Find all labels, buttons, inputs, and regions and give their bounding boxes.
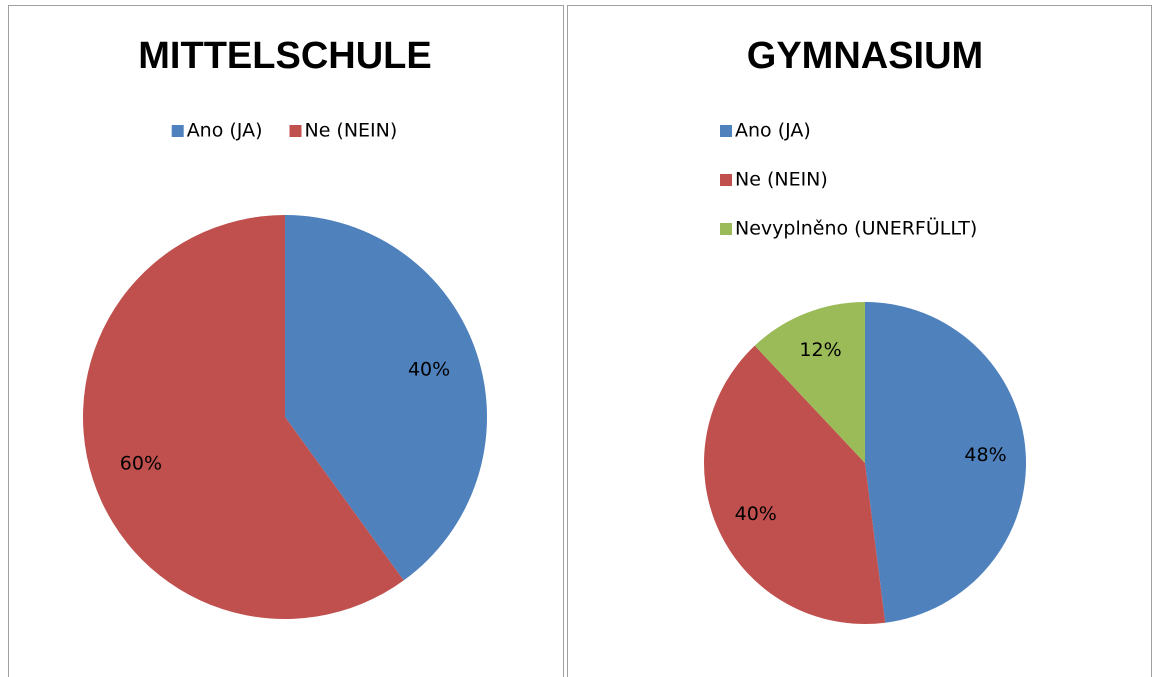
data-label: 12% <box>799 339 841 361</box>
pie-slice <box>704 345 886 624</box>
right-panel-border <box>567 5 1152 677</box>
legend-label: Ne (NEIN) <box>735 169 828 191</box>
legend-swatch <box>720 125 732 137</box>
chart-title: MITTELSCHULE <box>138 35 431 77</box>
data-label: 60% <box>120 452 162 474</box>
legend-swatch <box>171 125 184 137</box>
data-label: 40% <box>735 503 777 525</box>
panel-borders <box>8 5 1152 677</box>
left-panel-border <box>8 5 564 677</box>
chart-title: GYMNASIUM <box>747 35 983 77</box>
pie-slice <box>83 214 404 619</box>
legend-label: Ano (JA) <box>735 120 811 142</box>
legend-swatch <box>720 174 732 186</box>
legend-label: Nevyplněno (UNERFÜLLT) <box>735 217 977 240</box>
legend-swatch <box>289 125 302 137</box>
legend-label: Ne (NEIN) <box>304 120 397 142</box>
legend-swatch <box>720 223 732 235</box>
pie-slice <box>754 302 865 463</box>
legend-label: Ano (JA) <box>187 120 263 142</box>
pie-slice <box>865 302 1026 623</box>
pie-slice <box>285 215 488 581</box>
data-label: 40% <box>408 359 450 381</box>
data-label: 48% <box>964 444 1006 466</box>
